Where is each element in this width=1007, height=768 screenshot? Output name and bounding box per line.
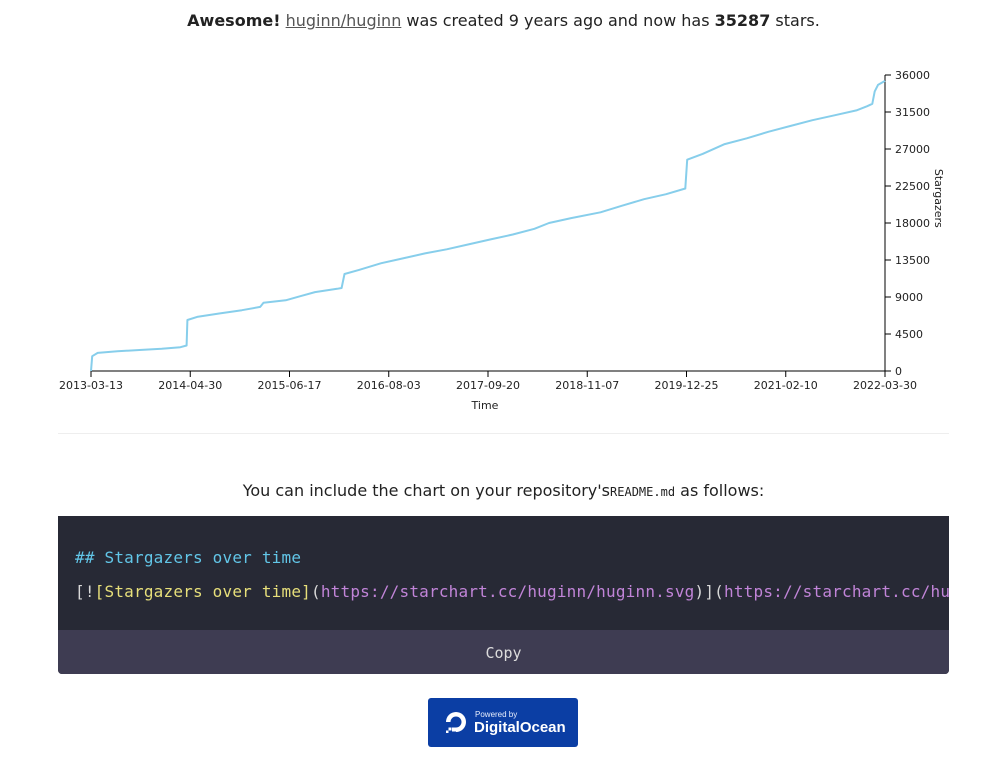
code-link-url: https://starchart.cc/huginn/huginn [724,582,949,601]
y-tick-label: 36000 [895,69,930,82]
y-tick-label: 31500 [895,106,930,119]
x-tick-label: 2015-06-17 [258,379,322,392]
x-tick-label: 2018-11-07 [555,379,619,392]
digitalocean-logo-icon [446,712,466,733]
badge-brand: DigitalOcean [474,719,566,736]
x-tick-label: 2016-08-03 [357,379,421,392]
readme-filename: README.md [610,485,676,499]
y-tick-label: 22500 [895,180,930,193]
code-mid: )]( [694,582,724,601]
code-line-heading: ## Stargazers over time [75,548,302,567]
star-count: 35287 [714,11,771,30]
code-line-markdown: [![Stargazers over time](https://starcha… [75,582,949,601]
headline-suffix: stars. [775,11,820,30]
code-open-bracket: [! [75,582,95,601]
y-tick-label: 0 [895,365,902,378]
code-alt-text: [Stargazers over time] [94,582,311,601]
code-area[interactable]: ## Stargazers over time [![Stargazers ov… [58,516,949,630]
y-tick-label: 9000 [895,291,923,304]
repo-link[interactable]: huginn/huginn [285,11,402,30]
x-tick-label: 2021-02-10 [754,379,818,392]
x-tick-label: 2013-03-13 [59,379,123,392]
x-tick-label: 2017-09-20 [456,379,520,392]
badge-powered-by: Powered by [475,710,518,719]
x-tick-label: 2019-12-25 [655,379,719,392]
stargazers-series-line [90,80,886,372]
digitalocean-badge[interactable]: Powered by DigitalOcean [428,698,578,747]
y-axis-label: Stargazers [932,169,945,228]
include-after: as follows: [680,481,765,500]
y-tick-label: 4500 [895,328,923,341]
code-snippet-box: ## Stargazers over time [![Stargazers ov… [58,516,949,674]
x-tick-label: 2022-03-30 [853,379,917,392]
headline-prefix: Awesome! [187,11,281,30]
headline-middle: was created 9 years ago and now has [406,11,710,30]
code-image-url: https://starchart.cc/huginn/huginn.svg [320,582,695,601]
y-tick-label: 13500 [895,254,930,267]
x-tick-label: 2014-04-30 [158,379,222,392]
headline: Awesome! huginn/huginn was created 9 yea… [0,11,1007,30]
include-before: You can include the chart on your reposi… [242,481,611,500]
x-axis-label: Time [471,399,499,412]
copy-button[interactable]: Copy [58,630,949,674]
include-instructions: You can include the chart on your reposi… [0,481,1007,500]
code-paren-open: ( [311,582,321,601]
stargazers-chart: 2013-03-13 2014-04-30 2015-06-17 2016-08-03… [59,69,945,412]
y-tick-label: 18000 [895,217,930,230]
y-tick-label: 27000 [895,143,930,156]
divider [58,433,949,434]
